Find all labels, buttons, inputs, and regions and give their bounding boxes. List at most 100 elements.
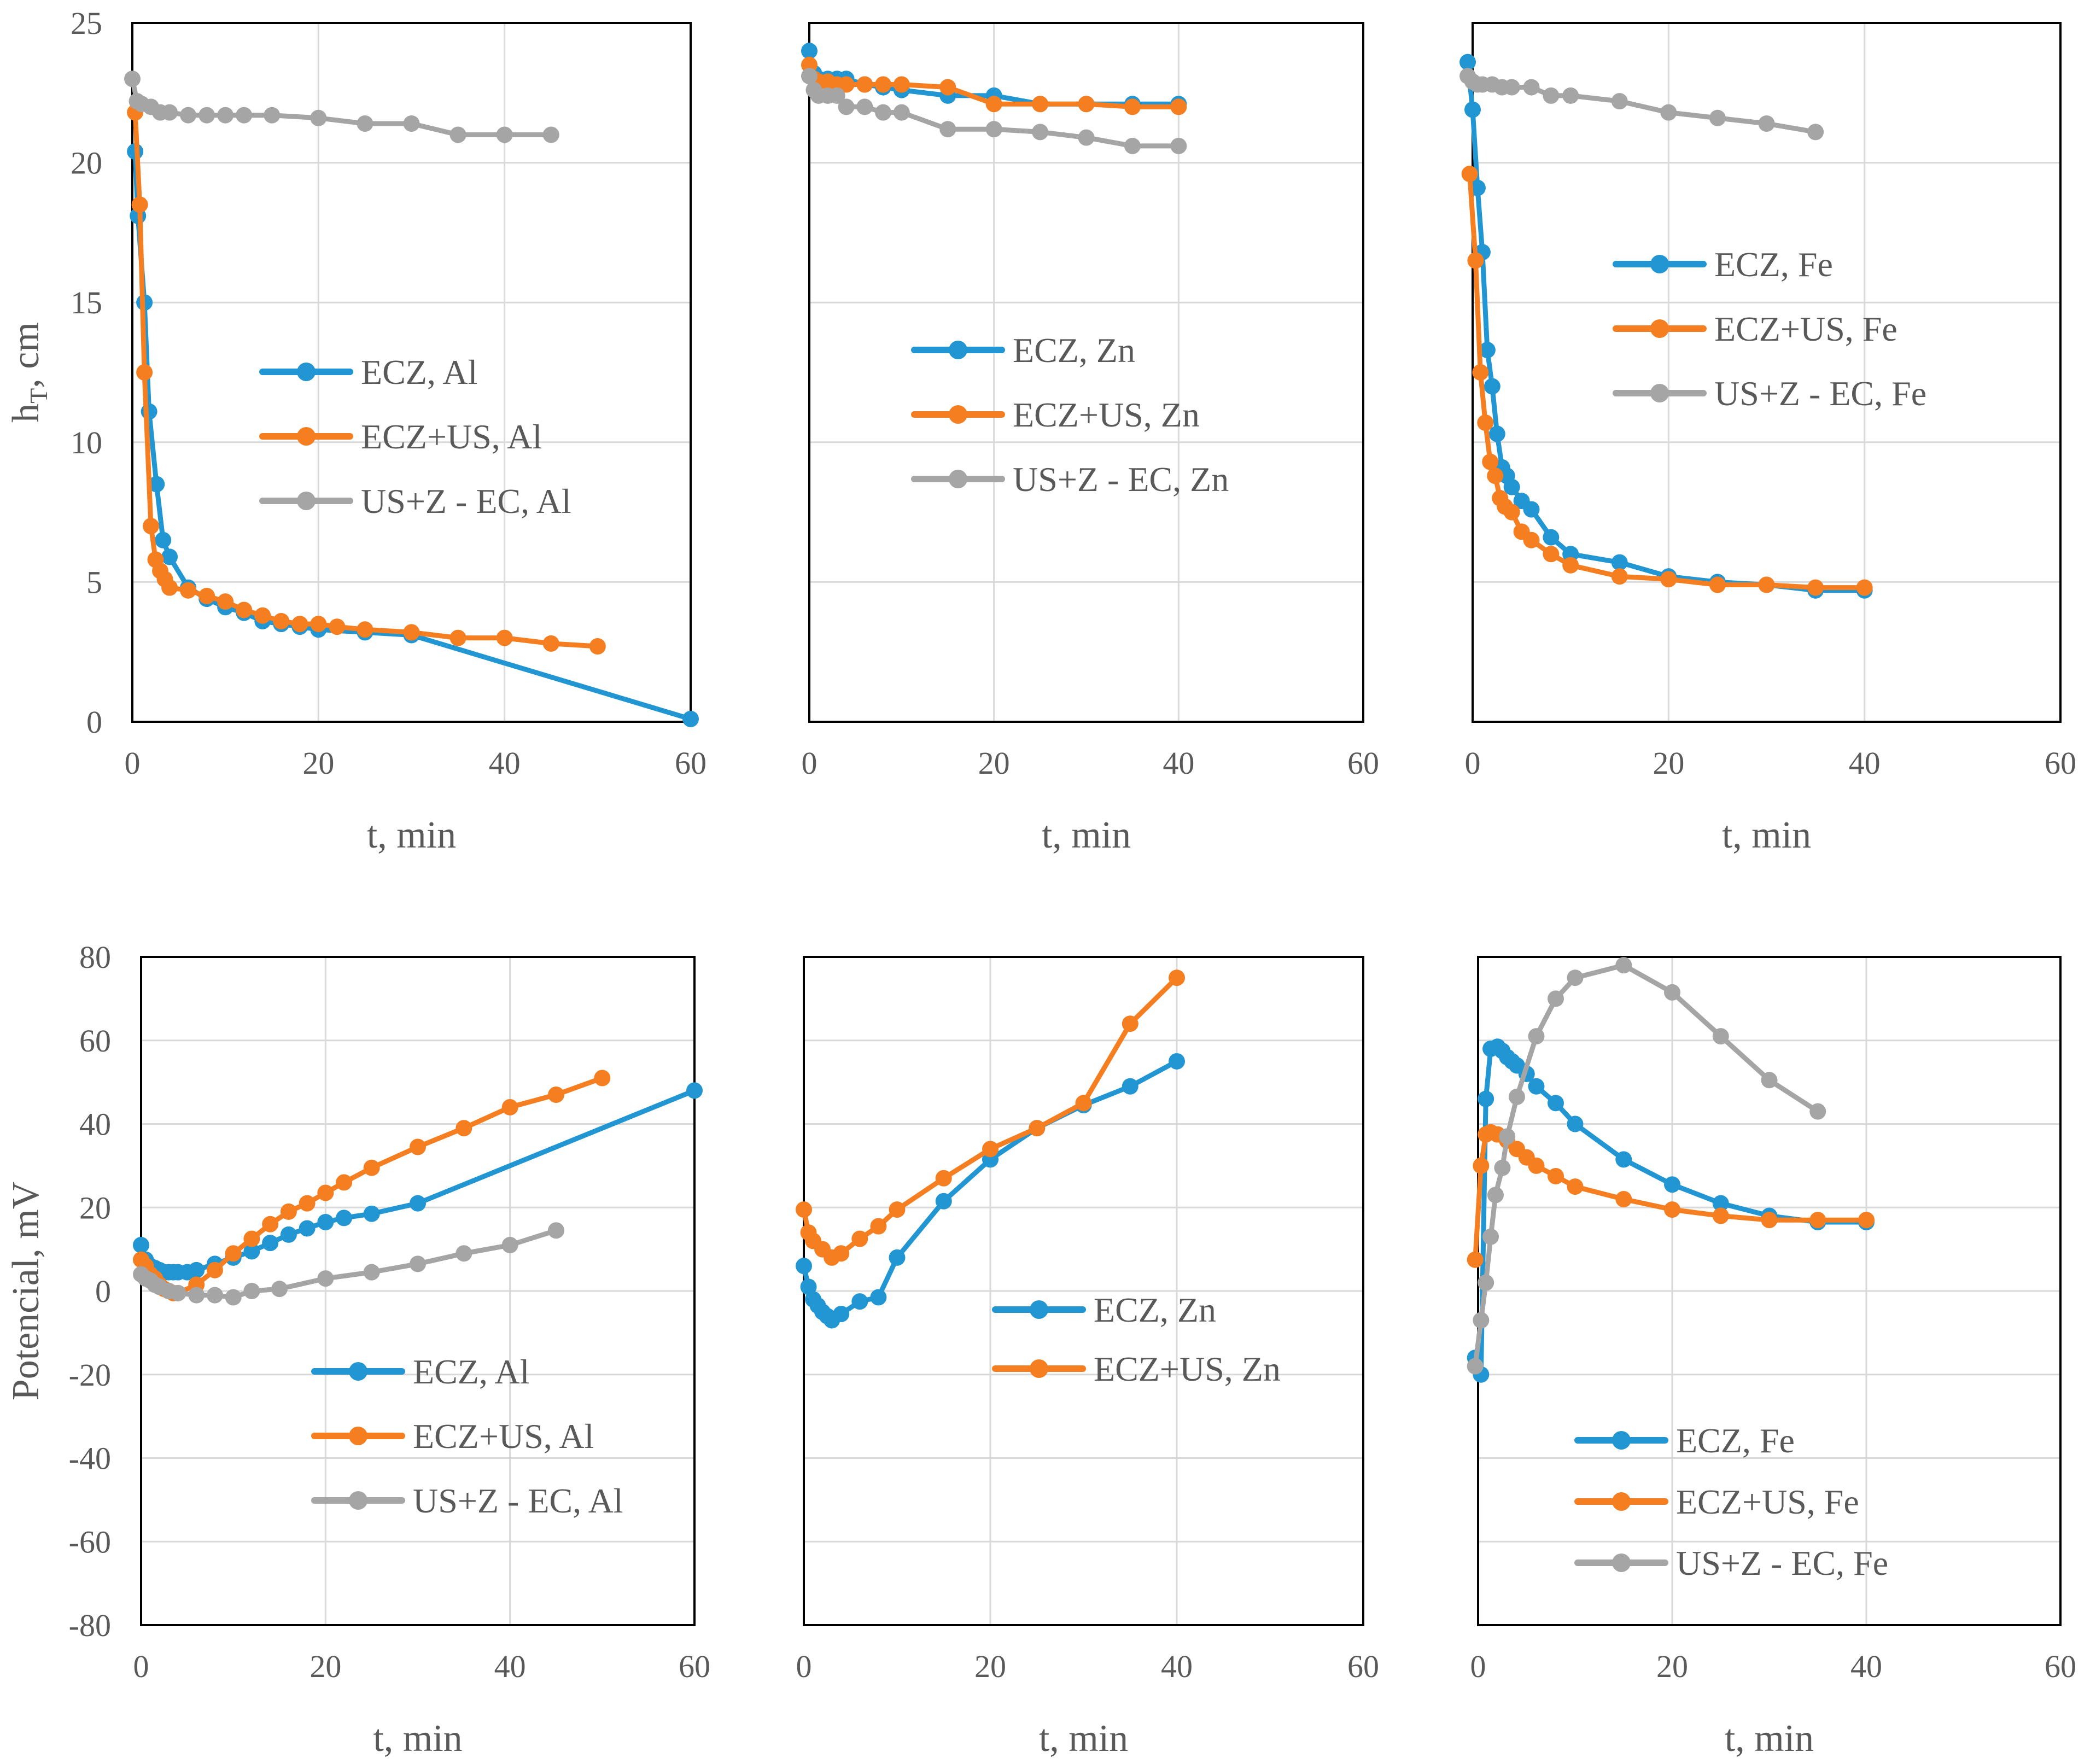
data-point [1562, 87, 1579, 104]
x-tick-label: 60 [1347, 1649, 1379, 1684]
legend-entry-label: ECZ, Fe [1676, 1421, 1795, 1460]
x-tick-label: 20 [1656, 1649, 1688, 1684]
data-point [310, 616, 327, 633]
x-tick-label: 40 [489, 745, 521, 781]
legend-swatch-marker [1650, 255, 1669, 273]
x-tick-label: 0 [1465, 745, 1481, 781]
data-point [180, 582, 197, 599]
data-point [243, 1230, 260, 1247]
y-tick-label: -40 [69, 1441, 111, 1476]
data-point [317, 1213, 334, 1230]
data-point [456, 1245, 472, 1262]
data-point [1615, 1151, 1632, 1168]
data-point [1488, 425, 1505, 442]
data-point [870, 1218, 887, 1235]
data-point [851, 1293, 868, 1310]
data-point [1472, 364, 1489, 381]
data-point [243, 1243, 260, 1260]
legend-entry-label: ECZ+US, Fe [1676, 1482, 1859, 1521]
data-point [1660, 104, 1677, 121]
data-point [1482, 453, 1499, 470]
series-us-z-ec-al [124, 71, 559, 143]
data-point [1075, 1095, 1092, 1112]
data-point [1660, 571, 1677, 588]
legend-swatch-marker [349, 1362, 367, 1381]
data-point [1615, 957, 1632, 974]
data-point [262, 1235, 279, 1252]
data-point [1170, 137, 1187, 154]
data-point [1712, 1028, 1729, 1045]
data-point [1664, 984, 1680, 1001]
data-point [893, 76, 910, 93]
data-point [1548, 990, 1564, 1007]
x-axis-label: t, min [373, 1718, 462, 1760]
legend-swatch-marker [949, 405, 967, 424]
data-point [217, 593, 234, 610]
data-point [1499, 1128, 1516, 1145]
data-point [299, 1220, 316, 1237]
data-point [1709, 576, 1726, 593]
y-tick-label: 80 [79, 939, 111, 975]
data-point [548, 1087, 564, 1103]
series-ecz-us-fe [1461, 166, 1873, 596]
data-point [935, 1193, 952, 1210]
y-tick-label: 60 [79, 1023, 111, 1059]
data-point [796, 1201, 812, 1218]
data-point [1169, 1053, 1185, 1070]
data-point [796, 1258, 812, 1275]
data-point [939, 121, 956, 138]
data-point [1548, 1167, 1564, 1184]
series-ecz-us-al [127, 104, 606, 655]
data-point [1032, 96, 1049, 113]
data-point [1567, 1115, 1584, 1132]
x-tick-label: 40 [1850, 1649, 1882, 1684]
data-point [161, 104, 178, 121]
y-axis-label: hT, cm [5, 322, 52, 423]
x-tick-label: 0 [802, 745, 818, 781]
data-point [594, 1070, 611, 1087]
legend-swatch-marker [1612, 1431, 1631, 1450]
data-point [833, 1245, 850, 1262]
data-point [1543, 546, 1560, 563]
legend-swatch-marker [297, 363, 316, 381]
chart-panel-h-zn: 0 20 40 60 t, min ECZ, Zn ECZ+US, Zn US+Z - EC,… [801, 22, 1379, 856]
data-point [542, 635, 559, 652]
data-point [1467, 1358, 1484, 1375]
chart-panel-h-al: 0 20 40 60 0 5 10 15 20 25 t, min hT, cm ECZ, Al ECZ+… [5, 5, 707, 856]
legend-swatch-marker [297, 427, 316, 446]
data-point [188, 1287, 205, 1304]
data-point [155, 531, 172, 548]
data-point [1528, 1157, 1545, 1174]
data-point [1809, 1212, 1826, 1229]
data-point [188, 1261, 205, 1278]
series-line [1473, 1130, 1869, 1263]
data-point [1487, 468, 1504, 484]
x-axis-label: t, min [1039, 1718, 1128, 1760]
data-point [801, 43, 818, 60]
data-point [1712, 1195, 1729, 1212]
series-ecz-us-fe [1467, 1124, 1875, 1268]
x-tick-label: 20 [974, 1649, 1006, 1684]
data-point [851, 1230, 868, 1247]
data-point [225, 1245, 242, 1262]
series-ecz-us-zn [796, 969, 1185, 1266]
y-tick-label: 0 [86, 704, 102, 740]
series-us-z-ec-zn [801, 68, 1187, 154]
series-line [1465, 60, 1867, 593]
data-point [143, 518, 160, 535]
data-point [1611, 568, 1628, 585]
chart-panel-h-fe: 0 20 40 60 t, min ECZ, Fe ECZ+US, Fe US+Z - EC,… [1459, 22, 2076, 856]
data-point [1494, 1159, 1511, 1176]
legend-swatch-marker [1030, 1300, 1048, 1319]
data-point [1807, 124, 1824, 141]
data-point [1664, 1201, 1680, 1218]
legend-swatch-marker [1650, 384, 1669, 402]
data-point [180, 107, 197, 124]
legend-swatch-marker [1612, 1553, 1631, 1572]
legend: ECZ, Fe ECZ+US, Fe US+Z - EC, Fe [1613, 245, 1926, 413]
chart-panel-p-fe: 0 20 40 60 t, min ECZ, Fe ECZ+US, Fe US+Z - EC,… [1467, 956, 2076, 1760]
data-point [496, 629, 513, 646]
x-tick-label: 40 [1161, 1649, 1193, 1684]
data-point [410, 1195, 426, 1212]
data-point [280, 1226, 297, 1243]
